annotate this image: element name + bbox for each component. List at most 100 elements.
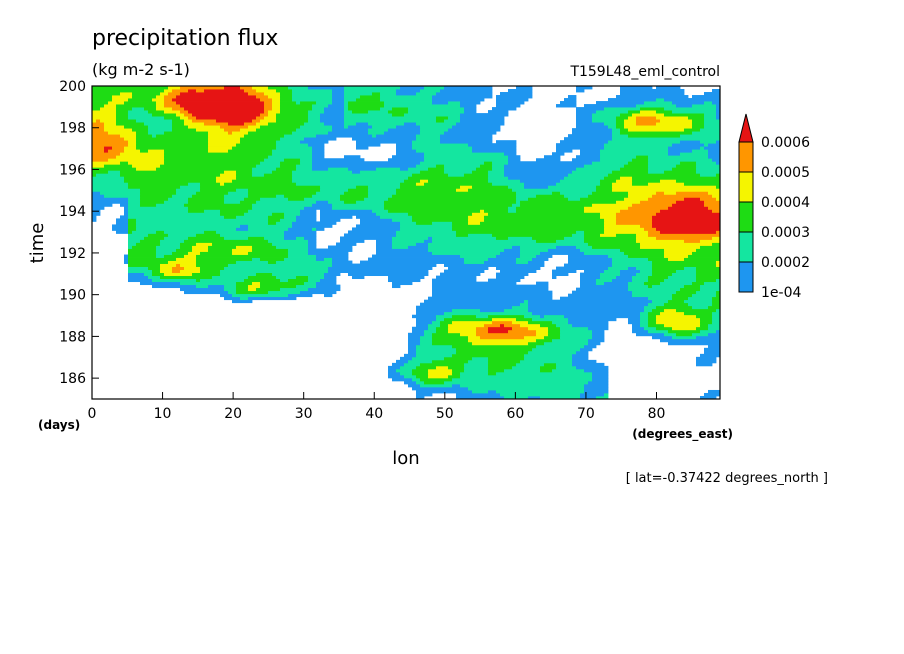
contour-cell [288, 251, 309, 255]
contour-cell [408, 359, 433, 364]
contour-cell [656, 317, 701, 322]
contour-cell [92, 164, 105, 168]
contour-cell [572, 158, 601, 162]
contour-cell [428, 326, 437, 331]
y-tick-label: 196 [59, 162, 86, 178]
contour-cell [672, 143, 705, 147]
contour-cell [580, 392, 605, 397]
contour-cell [116, 221, 129, 225]
contour-cell [616, 200, 641, 204]
contour-cell [152, 113, 177, 117]
contour-cell [412, 371, 429, 376]
contour-cell [488, 173, 505, 177]
contour-cell [428, 179, 489, 183]
contour-cell [564, 137, 613, 141]
contour-cell [428, 371, 453, 376]
contour-cell [624, 122, 637, 126]
contour-cell [372, 92, 381, 96]
contour-cell [328, 245, 353, 249]
contour-cell [696, 362, 713, 367]
legend-swatch [738, 141, 754, 173]
contour-cell [216, 179, 233, 183]
contour-cell [648, 278, 665, 283]
contour-cell [312, 152, 325, 156]
contour-cell [576, 350, 589, 355]
contour-cell [632, 113, 665, 117]
contour-cell [92, 113, 117, 117]
contour-cell [552, 275, 557, 280]
contour-cell [144, 272, 153, 277]
contour-cell [196, 128, 225, 132]
contour-cell [496, 266, 541, 270]
contour-cell [504, 248, 521, 252]
contour-cell [220, 293, 233, 298]
contour-cell [256, 116, 265, 120]
contour-cell [128, 233, 149, 237]
contour-cell [332, 203, 385, 207]
contour-cell [456, 347, 533, 352]
contour-cell [316, 254, 349, 258]
contour-cell [560, 296, 649, 301]
contour-cell [436, 314, 453, 319]
contour-cell [260, 257, 285, 261]
contour-cell [248, 224, 293, 228]
contour-cell [488, 314, 525, 319]
contour-cell [488, 170, 505, 174]
contour-cell [584, 269, 605, 273]
contour-cell [132, 230, 157, 234]
contour-cell [468, 338, 537, 343]
contour-cell [252, 173, 265, 177]
contour-cell [236, 188, 249, 192]
contour-cell [668, 341, 721, 346]
contour-cell [312, 203, 333, 207]
contour-cell [572, 290, 633, 295]
contour-cell [280, 137, 305, 141]
contour-cell [520, 179, 561, 183]
contour-cell [444, 311, 533, 316]
contour-cell [616, 212, 657, 216]
contour-cell [296, 218, 317, 222]
contour-cell [576, 167, 621, 171]
contour-cell [652, 308, 665, 313]
contour-cell [716, 104, 721, 108]
contour-cell [168, 86, 181, 90]
contour-cell [348, 104, 385, 108]
contour-cell [620, 272, 637, 277]
contour-cell [200, 182, 221, 186]
contour-cell [668, 206, 709, 210]
contour-cell [444, 167, 477, 171]
contour-cell [612, 128, 621, 132]
contour-cell [624, 164, 649, 168]
contour-cell [628, 128, 685, 132]
contour-cell [408, 338, 421, 343]
contour-cell [356, 200, 385, 204]
contour-cell [276, 245, 309, 249]
contour-cell [416, 392, 433, 397]
contour-cell [488, 362, 517, 367]
contour-cell [432, 332, 461, 337]
contour-cell [316, 257, 325, 261]
contour-cell [164, 116, 181, 120]
contour-cell [224, 128, 241, 132]
contour-cell [248, 275, 277, 280]
contour-cell [196, 260, 237, 264]
contour-cell [492, 164, 505, 168]
contour-cell [436, 119, 445, 123]
contour-cell [136, 221, 269, 225]
contour-cell [452, 383, 461, 388]
contour-cell [512, 305, 529, 310]
contour-cell [432, 251, 501, 255]
contour-cell [136, 224, 241, 228]
contour-cell [104, 149, 109, 153]
contour-cell [224, 284, 237, 289]
contour-cell [408, 176, 489, 180]
contour-cell [520, 248, 549, 252]
contour-cell [344, 107, 349, 111]
contour-cell [524, 314, 541, 319]
contour-cell [460, 332, 477, 337]
contour-cell [248, 92, 265, 96]
contour-cell [320, 185, 357, 189]
contour-cell [220, 269, 329, 273]
contour-cell [616, 233, 637, 237]
contour-cell [612, 137, 721, 141]
